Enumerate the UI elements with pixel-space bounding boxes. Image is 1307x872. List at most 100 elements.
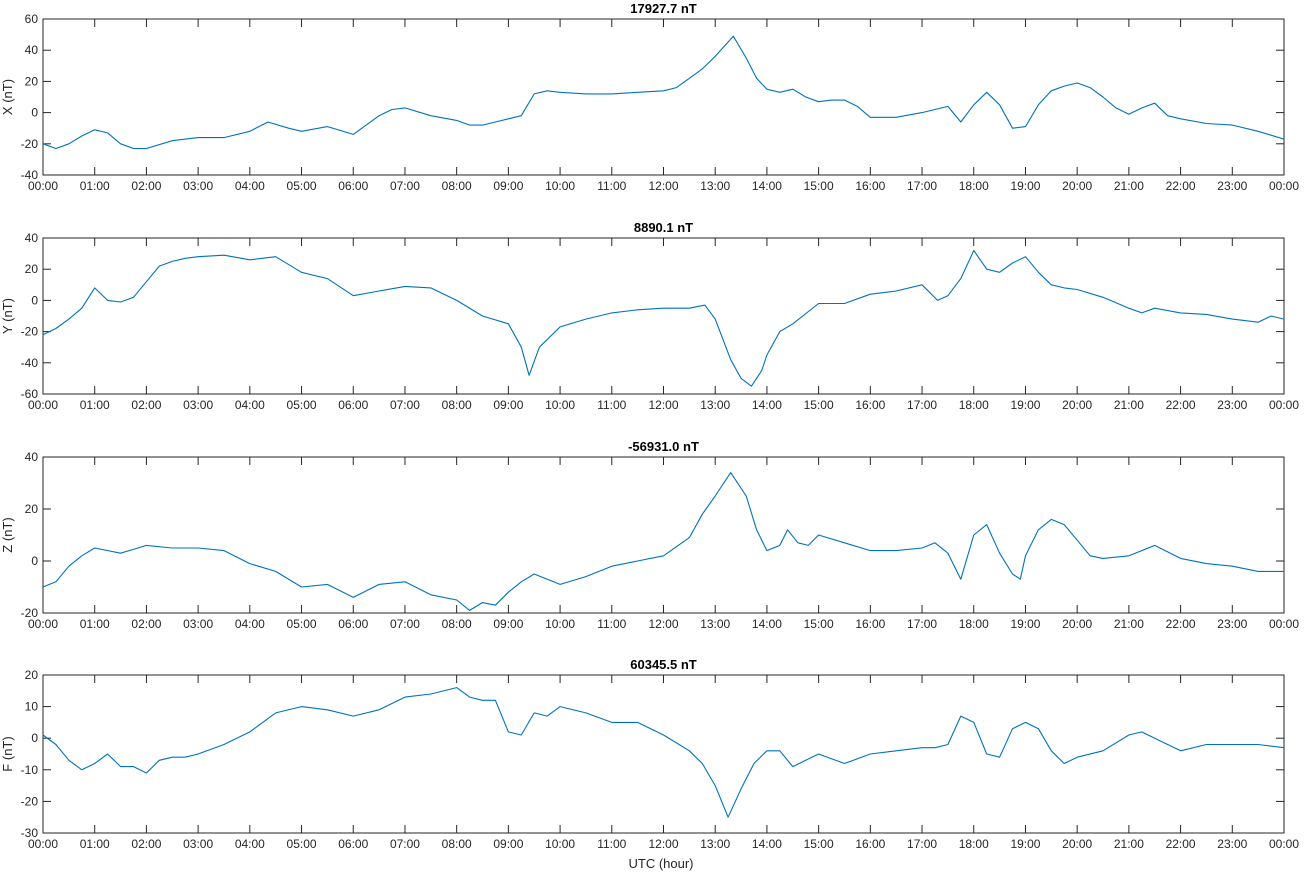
x-tick-label: 20:00 xyxy=(1062,617,1092,631)
y-tick-label: -20 xyxy=(21,325,39,339)
x-tick-label: 21:00 xyxy=(1114,398,1144,412)
y-tick-label: -20 xyxy=(21,137,39,151)
x-tick-label: 03:00 xyxy=(183,398,213,412)
y-tick-label: -40 xyxy=(21,356,39,370)
plot-area-f xyxy=(42,674,1285,834)
x-tick-label: 17:00 xyxy=(907,837,937,851)
x-tick-label: 01:00 xyxy=(80,617,110,631)
x-tick-label: 06:00 xyxy=(338,837,368,851)
plot-area-z xyxy=(42,456,1285,614)
x-tick-label: 12:00 xyxy=(648,837,678,851)
y-tick-label: -20 xyxy=(21,794,39,808)
x-tick-label: 11:00 xyxy=(597,398,626,412)
x-tick-label: 19:00 xyxy=(1010,179,1040,193)
x-tick-label: 01:00 xyxy=(80,837,110,851)
x-tick-label: 09:00 xyxy=(493,398,523,412)
x-tick-label: 03:00 xyxy=(183,179,213,193)
x-tick-label: 04:00 xyxy=(235,398,265,412)
x-tick-label: 16:00 xyxy=(855,617,885,631)
x-tick-label: 15:00 xyxy=(804,837,834,851)
panel-title-z: -56931.0 nT xyxy=(628,439,699,454)
x-tick-label: 00:00 xyxy=(1269,398,1299,412)
x-tick-label: 11:00 xyxy=(597,837,626,851)
x-tick-label: 13:00 xyxy=(700,398,730,412)
x-tick-label: 23:00 xyxy=(1217,617,1247,631)
x-tick-label: 17:00 xyxy=(907,179,937,193)
panel-y: 00:00 01:00 02:00 03:00 04:00 05:00 06:00 07:00… xyxy=(0,220,1299,412)
x-tick-label: 14:00 xyxy=(752,837,782,851)
series-line-f xyxy=(42,687,1285,818)
x-tick-label: 07:00 xyxy=(390,179,420,193)
x-tick-label: 18:00 xyxy=(959,837,989,851)
panel-title-x: 17927.7 nT xyxy=(630,1,697,16)
x-tick-label: 14:00 xyxy=(752,179,782,193)
x-tick-label: 18:00 xyxy=(959,398,989,412)
x-tick-label: 21:00 xyxy=(1114,179,1144,193)
y-tick-label: 60 xyxy=(25,12,39,26)
y-tick-label: -30 xyxy=(21,826,39,840)
x-tick-label: 00:00 xyxy=(28,398,58,412)
y-tick-label: -40 xyxy=(21,168,39,182)
x-tick-label: 01:00 xyxy=(80,398,110,412)
x-tick-label: 12:00 xyxy=(648,617,678,631)
panel-f: 00:00 01:00 02:00 03:00 04:00 05:00 06:00 07:00… xyxy=(0,657,1299,851)
x-tick-label: 21:00 xyxy=(1114,617,1144,631)
x-tick-label: 03:00 xyxy=(183,617,213,631)
x-axis-label: UTC (hour) xyxy=(628,856,693,871)
x-tick-label: 22:00 xyxy=(1166,179,1196,193)
x-tick-label: 15:00 xyxy=(804,398,834,412)
series-line-z xyxy=(42,472,1284,611)
y-tick-label: -20 xyxy=(21,606,39,620)
y-tick-label: 20 xyxy=(25,74,39,88)
x-tick-label: 08:00 xyxy=(442,398,472,412)
x-tick-label: 23:00 xyxy=(1217,398,1247,412)
x-tick-label: 22:00 xyxy=(1166,617,1196,631)
plot-area-x xyxy=(42,18,1285,176)
x-tick-label: 04:00 xyxy=(235,617,265,631)
x-tick-label: 08:00 xyxy=(442,179,472,193)
y-tick-label: 0 xyxy=(31,106,38,120)
x-tick-label: 11:00 xyxy=(597,617,626,631)
y-tick-label: 0 xyxy=(31,554,38,568)
x-tick-label: 04:00 xyxy=(235,837,265,851)
x-tick-label: 02:00 xyxy=(131,398,161,412)
x-tick-label: 23:00 xyxy=(1217,837,1247,851)
panel-x: 00:00 01:00 02:00 03:00 04:00 05:00 06:00 07:00… xyxy=(0,1,1299,193)
y-tick-label: 20 xyxy=(25,262,39,276)
y-axis-label-z: Z (nT) xyxy=(0,517,15,552)
y-tick-label: 0 xyxy=(31,293,38,307)
x-tick-label: 06:00 xyxy=(338,398,368,412)
x-tick-label: 00:00 xyxy=(1269,837,1299,851)
x-tick-label: 06:00 xyxy=(338,617,368,631)
x-tick-label: 20:00 xyxy=(1062,837,1092,851)
x-tick-label: 00:00 xyxy=(28,179,58,193)
panel-title-f: 60345.5 nT xyxy=(630,657,697,672)
x-tick-label: 06:00 xyxy=(338,179,368,193)
x-tick-label: 11:00 xyxy=(597,179,626,193)
x-tick-label: 10:00 xyxy=(545,179,575,193)
y-tick-label: 0 xyxy=(31,731,38,745)
x-tick-label: 14:00 xyxy=(752,398,782,412)
x-tick-label: 18:00 xyxy=(959,179,989,193)
x-tick-label: 12:00 xyxy=(648,398,678,412)
x-tick-label: 22:00 xyxy=(1166,837,1196,851)
panel-title-y: 8890.1 nT xyxy=(634,220,693,235)
x-tick-label: 22:00 xyxy=(1166,398,1196,412)
x-tick-label: 19:00 xyxy=(1010,398,1040,412)
x-tick-label: 13:00 xyxy=(700,617,730,631)
x-tick-label: 02:00 xyxy=(131,179,161,193)
x-tick-label: 13:00 xyxy=(700,179,730,193)
x-tick-label: 09:00 xyxy=(493,179,523,193)
x-tick-label: 17:00 xyxy=(907,398,937,412)
x-tick-label: 05:00 xyxy=(287,617,317,631)
x-tick-label: 05:00 xyxy=(287,179,317,193)
x-tick-label: 19:00 xyxy=(1010,617,1040,631)
y-tick-label: 20 xyxy=(25,668,39,682)
x-tick-label: 19:00 xyxy=(1010,837,1040,851)
x-tick-label: 02:00 xyxy=(131,837,161,851)
x-tick-label: 15:00 xyxy=(804,179,834,193)
x-tick-label: 00:00 xyxy=(1269,617,1299,631)
x-tick-label: 09:00 xyxy=(493,837,523,851)
x-tick-label: 10:00 xyxy=(545,617,575,631)
